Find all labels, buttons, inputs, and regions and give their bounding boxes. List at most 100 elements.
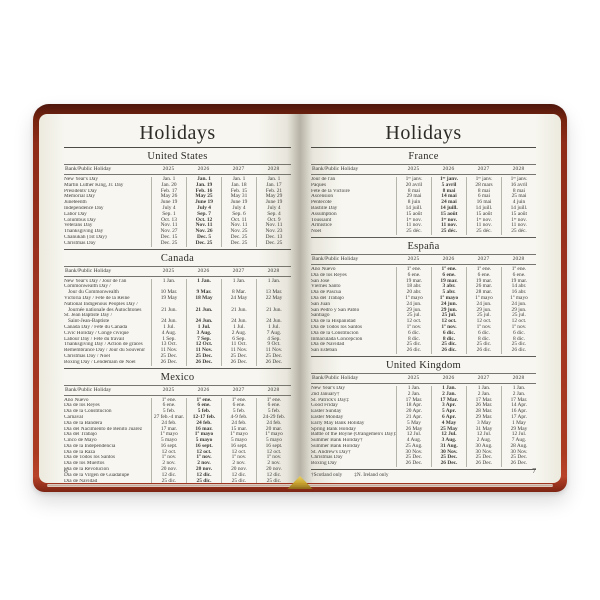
holiday-date: 26 Dec. (431, 460, 466, 468)
holiday-name-line: St. Patrick's Day‡ (311, 397, 349, 403)
holiday-row: San Juan 24 jun. 24 jun. 24 jun. 24 jun. (311, 301, 536, 308)
holiday-name-line: Spring Bank Holiday (311, 426, 357, 432)
holiday-date: 26 Dec. (396, 460, 431, 468)
holiday-name: Día de Pascua (311, 290, 396, 296)
holiday-date: 14 juill. (431, 205, 466, 212)
holiday-date: 5 abr. (431, 289, 466, 296)
column-header-year: 2028 (267, 166, 280, 172)
holiday-date: 24 jun. (501, 301, 536, 308)
holiday-section: Mexico Bank/Public Holiday 2025 2026 2027 202… (64, 371, 291, 483)
holiday-date: 5 feb. (256, 408, 291, 415)
holiday-date: Dec. 5 (186, 234, 221, 241)
column-header-year: 2025 (407, 374, 420, 381)
holiday-date: 16 abr. (501, 289, 536, 296)
holiday-date: 25 dic. (396, 342, 431, 349)
holiday-row: Bastille Day 14 juill. 14 juill. 14 juill. 1… (311, 205, 536, 212)
holiday-date: 26 Mar. (466, 403, 501, 410)
holiday-date: 25 dic. (151, 478, 186, 483)
holiday-row: Día de Todos los Santos 1º nov. 1º nov. 1º … (311, 324, 536, 331)
holiday-date: 24 jun. (396, 301, 431, 308)
holiday-date: 25 dic. (256, 478, 291, 483)
holiday-name-line: Christmas Day (311, 455, 343, 461)
holiday-date: 15 août (396, 211, 431, 218)
holiday-date: 25 mai (501, 194, 536, 201)
holiday-name: Día de Todos los Santos (64, 455, 151, 461)
holiday-date: June 19 (221, 199, 256, 206)
holiday-name-line: Día del Trabajo (64, 432, 97, 438)
holiday-name: Día de Navidad (311, 342, 396, 348)
footnotes: †Scotland only ‡N. Ireland only (311, 472, 536, 479)
holiday-name: Boxing Day / Lendemain de Noël (64, 360, 151, 366)
holiday-date: 25 Dec. (431, 455, 466, 462)
holiday-date: June 19 (186, 199, 221, 206)
holiday-name: Día de la Virgen de Guadalupe (64, 473, 151, 479)
holiday-name: Early May Bank Holiday (311, 421, 396, 427)
holiday-date: Jan. 1 (151, 176, 186, 183)
holiday-name: Día del Trabajo (311, 296, 396, 302)
holiday-date: 25 jul. (431, 313, 466, 320)
holiday-date: 30 Nov. (466, 449, 501, 456)
holiday-row: Día de Navidad 25 dic. 25 dic. 25 dic. 25 di… (311, 342, 536, 349)
holiday-row: Día de la Hispanidad 12 oct. 12 oct. 12 oct… (311, 318, 536, 325)
holiday-date: 14 mai (431, 194, 466, 201)
holiday-date: 1 Jul. (221, 324, 256, 331)
holiday-date: 18 Apr. (396, 403, 431, 410)
holiday-date: Oct. 13 (151, 217, 186, 224)
holiday-name-line: Inmaculada Concepción (311, 336, 363, 342)
holiday-date: 12 Jul. (396, 431, 431, 439)
holiday-date: 29 Mar. (466, 414, 501, 421)
footnote-n-ireland: ‡N. Ireland only (354, 472, 389, 479)
column-header-year: 2028 (267, 386, 280, 393)
holiday-date: Dec. 25 (221, 240, 256, 247)
holiday-name: Christmas Day (64, 241, 151, 247)
page-title: Holidays (385, 122, 462, 144)
section-title: Canada (160, 252, 195, 264)
holiday-name: Independence Day (64, 206, 151, 212)
holiday-date: 17 Apr. (501, 414, 536, 421)
holiday-name: Día de los Reyes (311, 273, 396, 279)
holiday-name-line: Victoria Day / Fête de la Reine (64, 295, 130, 301)
holiday-date: 6 ene. (256, 403, 291, 410)
holiday-date: 11 Nov. (151, 347, 186, 354)
holiday-row: San Esteban 26 dic. 26 dic. 26 dic. 26 dic. (311, 347, 536, 354)
holiday-date: Dec. 25 (256, 240, 291, 247)
holiday-date: 5 mayo (256, 437, 291, 444)
holiday-date: Nov. 26 (186, 228, 221, 235)
holiday-date: 1 Jan. (396, 385, 431, 392)
holiday-date: 1º nov. (466, 324, 501, 331)
holiday-date: 1º nov. (221, 455, 256, 462)
holiday-date: 16 mar. (186, 426, 221, 433)
column-header-year: 2026 (197, 386, 210, 393)
holiday-row: Labour Day / Fête du travail 1 Sep. 7 Sep.… (64, 336, 291, 343)
holiday-date: 6 dic. (431, 330, 466, 337)
holiday-date: 27 feb.-4 mar. (151, 414, 186, 421)
holiday-date: 2 nov. (256, 460, 291, 468)
holiday-row: Noël 25 déc. 25 déc. 25 déc. 25 déc. (311, 228, 536, 235)
holiday-name-line: Christmas Day (64, 240, 96, 246)
holiday-name: Labor Day (64, 212, 151, 218)
holiday-name: Summer Bank Holiday† (311, 438, 396, 444)
holiday-name-line: Armistice (311, 223, 332, 229)
holiday-section: France Bank/Public Holiday 2025 2026 2027 202… (311, 150, 536, 238)
holiday-date: 17 Mar. (431, 397, 466, 404)
holiday-name: Christmas Day / Noël (64, 354, 151, 360)
holiday-date: 24 jun. (431, 301, 466, 308)
holiday-row: Easter Sunday 20 Apr. 5 Apr. 28 Mar. 16 Apr. (311, 408, 536, 415)
holiday-date: 2 Jan. (466, 391, 501, 398)
holiday-date: 30 Aug. (466, 443, 501, 450)
holiday-date: 12 oct. (431, 318, 466, 325)
holiday-name: Summer Bank Holiday (311, 444, 396, 450)
holiday-date: 24-29 feb. (256, 414, 291, 421)
holiday-date: 29 mai (396, 194, 431, 201)
holiday-date: 25 Dec. (151, 353, 186, 360)
holiday-date: 1ᵉʳ janv. (431, 176, 466, 183)
holiday-date: 15 août (501, 211, 536, 218)
holiday-date: Sep. 1 (151, 211, 186, 218)
holiday-date: May 31 (221, 194, 256, 201)
holiday-date: Nov. 25 (221, 228, 256, 235)
holiday-name-line: Día de la Constitución (64, 409, 112, 415)
table-header: Bank/Public Holiday 2025 2026 2027 2028 (64, 265, 291, 277)
holiday-date: 24 feb. (256, 420, 291, 427)
holiday-date: 26 Dec. (151, 359, 186, 366)
holiday-row: Civic Holiday / Congé civique 4 Aug. 3 Aug… (64, 330, 291, 337)
